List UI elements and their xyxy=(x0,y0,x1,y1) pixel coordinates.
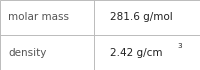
Text: 3: 3 xyxy=(177,42,182,49)
Text: density: density xyxy=(8,48,46,57)
Text: 2.42 g/cm: 2.42 g/cm xyxy=(110,48,162,57)
Text: 281.6 g/mol: 281.6 g/mol xyxy=(110,13,173,22)
Text: molar mass: molar mass xyxy=(8,13,69,22)
